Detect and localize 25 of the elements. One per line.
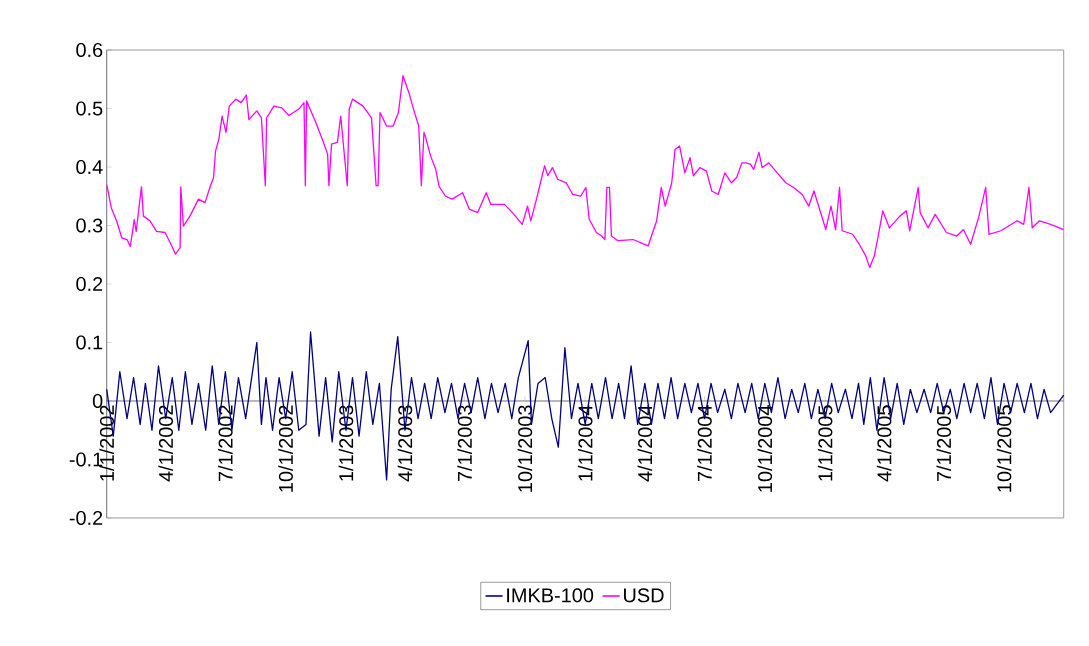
y-tick-label: 0.6 <box>76 42 103 58</box>
x-tick-label: 7/1/2003 <box>457 405 472 482</box>
x-tick-label: 10/1/2002 <box>278 405 293 492</box>
x-tick-label: 1/1/2003 <box>338 405 354 481</box>
x-tick-label: 10/1/2004 <box>757 405 773 492</box>
x-tick-label: 7/1/2004 <box>697 405 712 482</box>
x-tick-label: 4/1/2005 <box>876 405 892 482</box>
x-tick-label: 4/1/2004 <box>637 405 653 482</box>
x-tick-label: 1/1/2005 <box>817 405 833 481</box>
y-tick-label: 0.4 <box>76 159 103 175</box>
x-tick-label: 10/1/2003 <box>517 405 533 492</box>
x-tick-label: 1/1/2004 <box>577 405 593 481</box>
x-tick-label: 4/1/2003 <box>397 405 413 482</box>
x-tick-label: 7/1/2002 <box>218 405 233 482</box>
x-tick-label: 10/1/2005 <box>996 405 1012 492</box>
y-tick-label: 0.3 <box>76 218 103 233</box>
legend-label: IMKB-100 <box>507 588 594 603</box>
legend-label: USD <box>624 588 664 603</box>
line-series <box>106 75 1065 269</box>
y-tick-label: -0.2 <box>69 510 103 526</box>
y-tick-label: 0.5 <box>76 101 103 116</box>
y-tick-label: 0.2 <box>76 276 103 292</box>
x-tick-label: 4/1/2002 <box>158 405 174 482</box>
y-tick-label: 0.1 <box>76 335 103 350</box>
x-tick-label: 7/1/2005 <box>936 405 952 482</box>
